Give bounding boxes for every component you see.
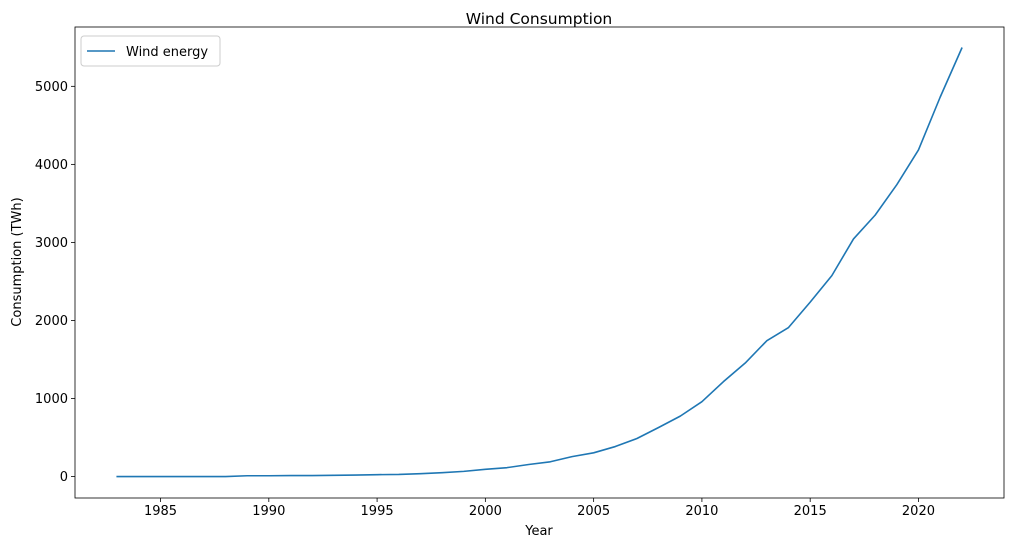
chart-title: Wind Consumption — [466, 10, 613, 28]
x-tick-label: 2000 — [469, 504, 502, 519]
legend-label: Wind energy — [126, 45, 208, 60]
x-axis: 1985 1990 1995 2000 2005 2010 2015 2020 — [144, 498, 935, 519]
y-tick-label: 0 — [60, 470, 68, 485]
y-tick-label: 1000 — [35, 392, 68, 407]
y-tick-label: 4000 — [35, 158, 68, 173]
x-tick-label: 1985 — [144, 504, 177, 519]
x-tick-label: 2020 — [902, 504, 935, 519]
x-tick-label: 2015 — [794, 504, 827, 519]
y-axis-title: Consumption (TWh) — [10, 197, 25, 326]
y-axis: 0 1000 2000 3000 4000 5000 — [35, 80, 75, 485]
x-tick-label: 2005 — [577, 504, 610, 519]
x-tick-label: 2010 — [685, 504, 718, 519]
legend: Wind energy — [80, 35, 221, 67]
y-tick-label: 5000 — [35, 80, 68, 95]
y-tick-label: 3000 — [35, 236, 68, 251]
x-tick-label: 1995 — [361, 504, 394, 519]
x-tick-label: 1990 — [252, 504, 285, 519]
legend-box — [80, 35, 221, 67]
plot-area — [74, 26, 1005, 499]
x-axis-title: Year — [524, 524, 553, 539]
y-tick-label: 2000 — [35, 314, 68, 329]
series-line-wind-energy — [116, 47, 963, 478]
series-layer — [116, 47, 963, 478]
